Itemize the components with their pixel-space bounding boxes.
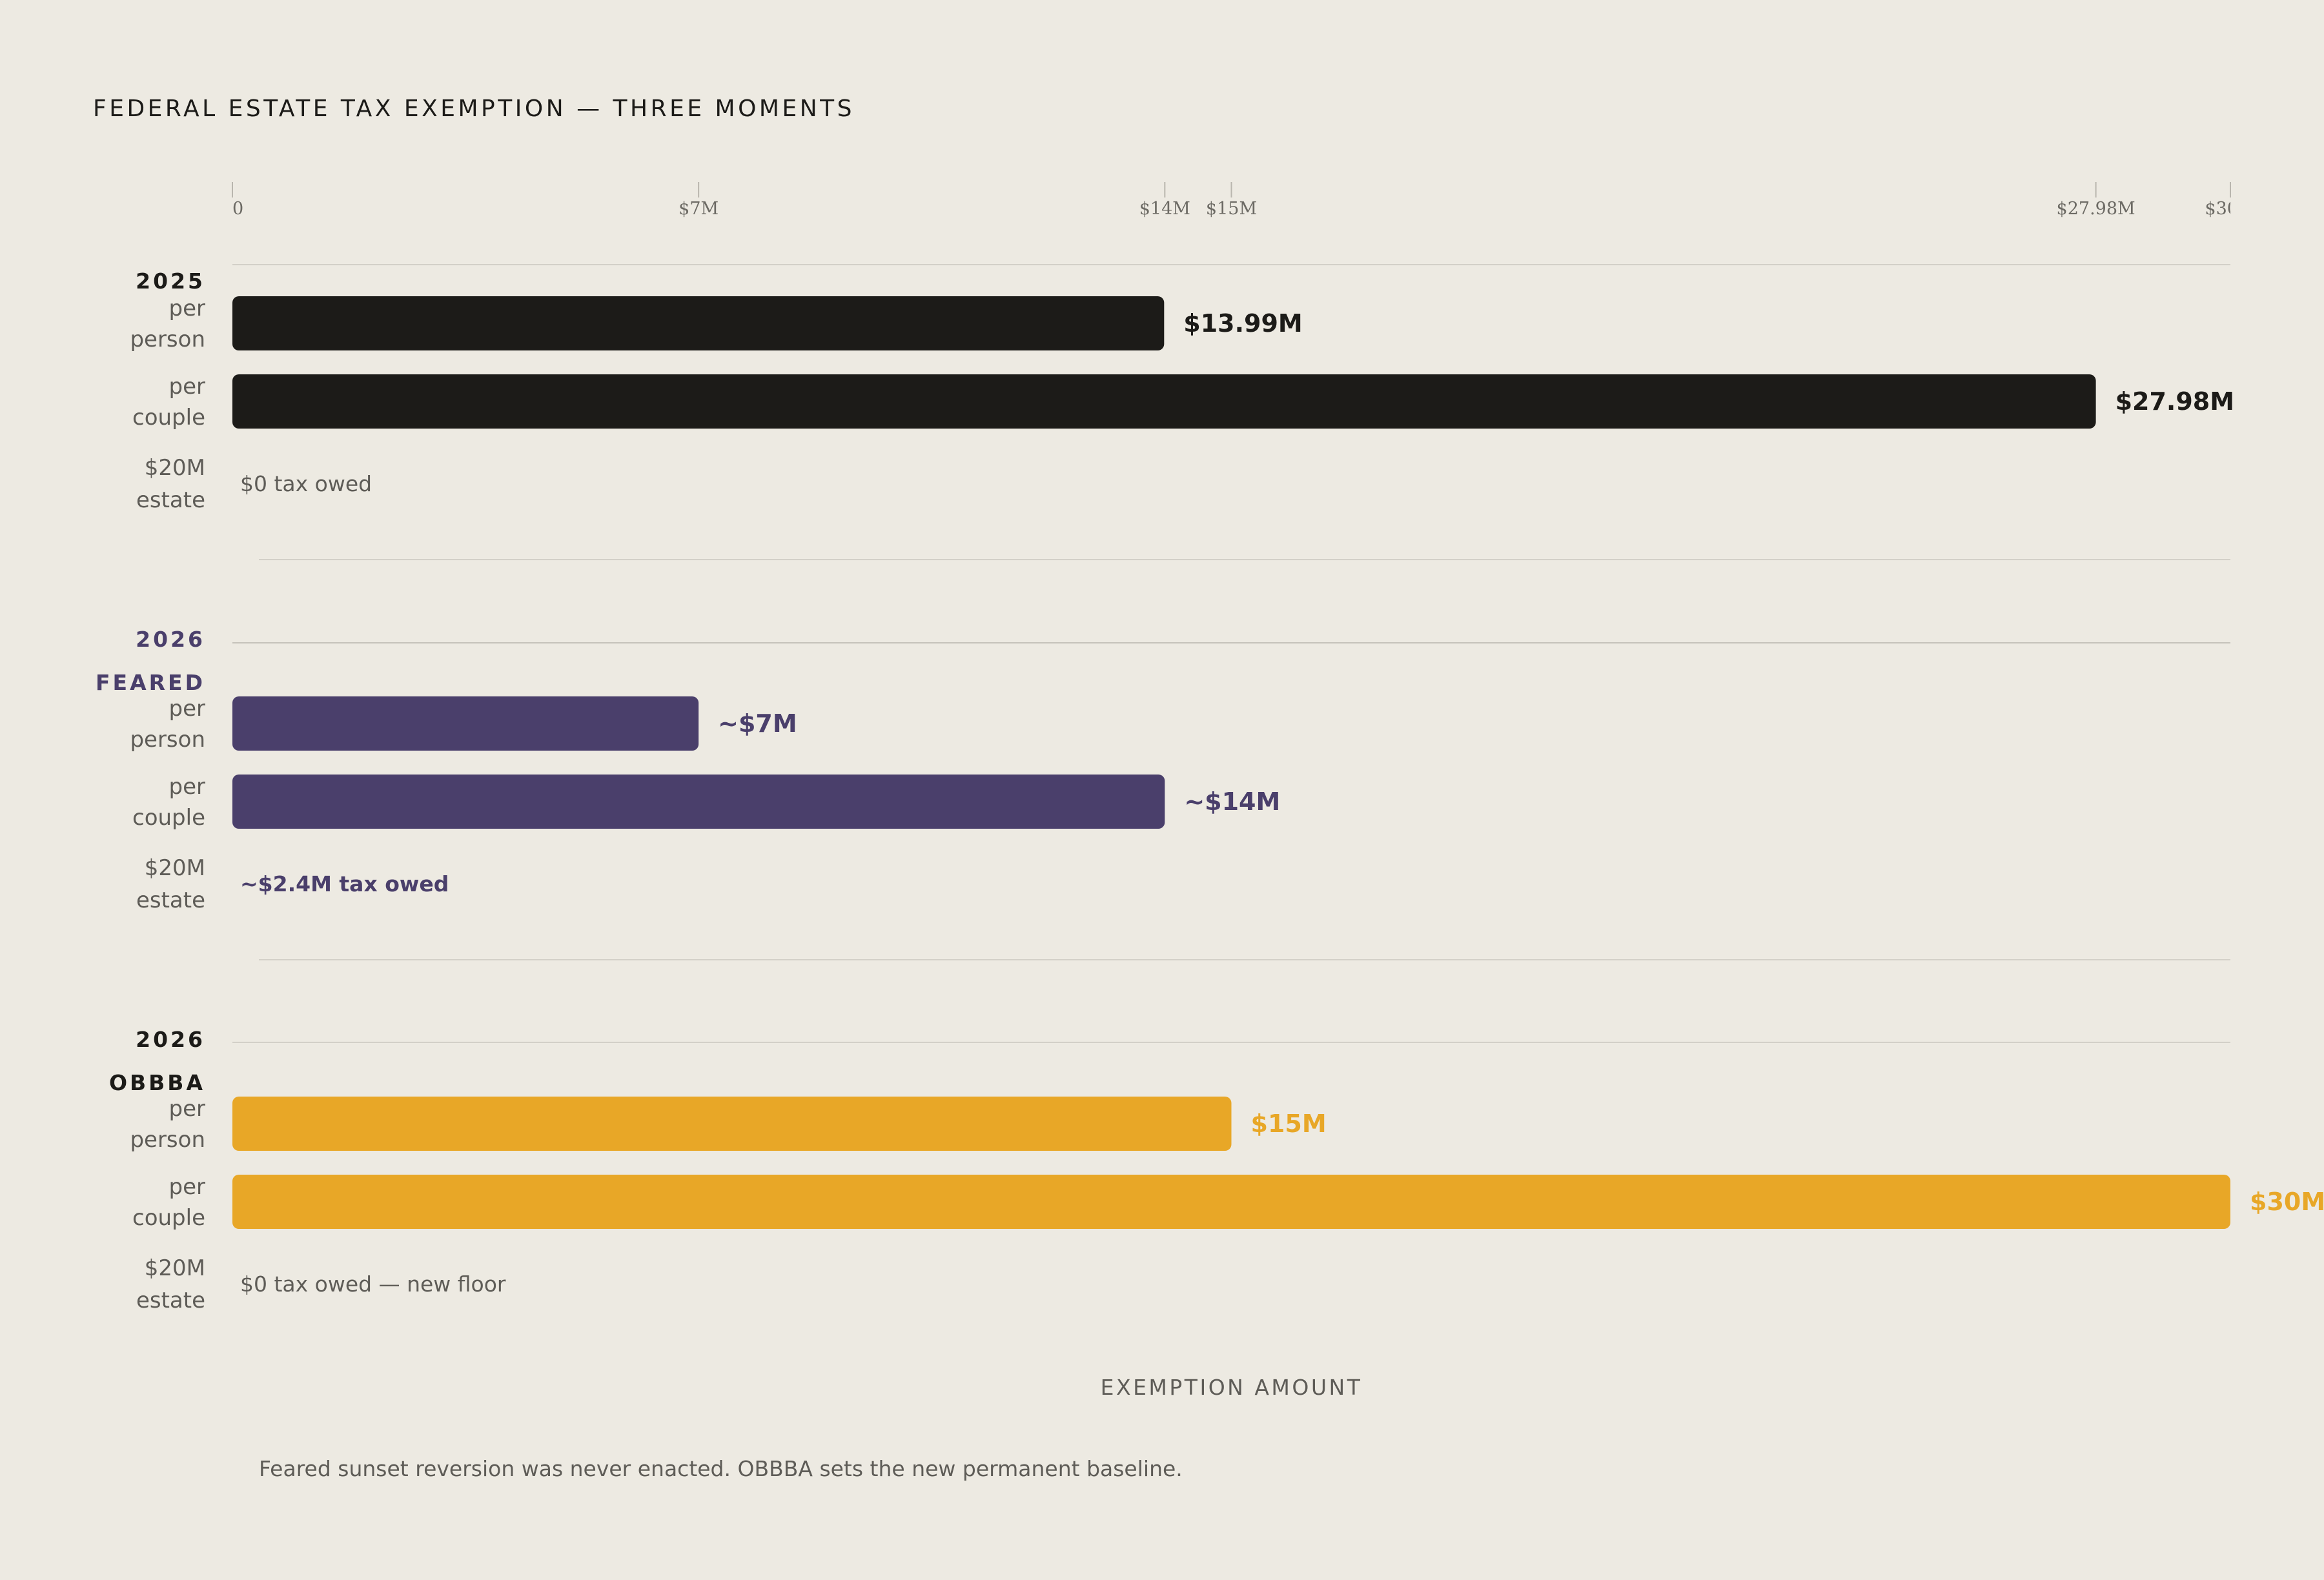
- bar-value-label: $27.98M: [2115, 387, 2234, 416]
- chart-title: FEDERAL ESTATE TAX EXEMPTION — THREE MOM…: [93, 96, 855, 122]
- bar-row-label: per: [169, 374, 206, 400]
- estate-row-label: estate: [136, 1288, 205, 1313]
- group-name-label: OBBBA: [109, 1070, 205, 1095]
- x-tick-label: $15M: [1206, 199, 1257, 219]
- bar: [232, 1175, 2230, 1229]
- tax-owed-note: $0 tax owed — new floor: [240, 1271, 506, 1297]
- x-axis: 0 $7M $14M $15M $27.98M $30M: [232, 182, 2256, 219]
- x-tick-label: 0: [232, 199, 243, 219]
- bar: [232, 775, 1165, 829]
- tax-owed-note: $0 tax owed: [240, 471, 372, 496]
- x-tick-label: $30M: [2205, 199, 2256, 219]
- chart-group: 2026FEAREDperperson~$7Mpercouple~$14M$20…: [96, 559, 2230, 913]
- estate-row-label: $20M: [145, 455, 205, 481]
- chart-group: 2025perperson$13.99Mpercouple$27.98M$20M…: [130, 264, 2234, 513]
- estate-row-label: $20M: [145, 1255, 205, 1281]
- bar-value-label: ~$14M: [1184, 787, 1280, 816]
- estate-row-label: estate: [136, 887, 205, 913]
- bar-row-label: person: [130, 1127, 205, 1153]
- bar: [232, 1097, 1232, 1151]
- x-axis-label: EXEMPTION AMOUNT: [1100, 1375, 1363, 1400]
- estate-row-label: estate: [136, 487, 205, 513]
- x-tick-label: $7M: [678, 199, 719, 219]
- group-name-label: 2025: [136, 268, 205, 294]
- chart-groups: 2025perperson$13.99Mpercouple$27.98M$20M…: [96, 264, 2324, 1313]
- bar-row-label: person: [130, 727, 205, 753]
- bar-row-label: couple: [132, 805, 205, 831]
- bar: [232, 374, 2096, 429]
- x-tick-label: $14M: [1139, 199, 1190, 219]
- group-name-label: 2026: [136, 1027, 205, 1052]
- group-name-label: FEARED: [96, 670, 205, 695]
- bar-row-label: per: [169, 696, 206, 722]
- bar-row-label: couple: [132, 405, 205, 430]
- bar-row-label: per: [169, 1096, 206, 1122]
- group-name-label: 2026: [136, 627, 205, 652]
- bar-row-label: per: [169, 774, 206, 800]
- bar: [232, 296, 1165, 350]
- footnote: Feared sunset reversion was never enacte…: [259, 1456, 1183, 1481]
- tax-owed-note: ~$2.4M tax owed: [240, 871, 449, 896]
- estate-row-label: $20M: [145, 855, 205, 881]
- bar: [232, 696, 699, 751]
- bar-value-label: $15M: [1251, 1109, 1327, 1138]
- bar-value-label: $13.99M: [1183, 309, 1302, 338]
- chart-group: 2026OBBBAperperson$15Mpercouple$30M$20Me…: [109, 959, 2324, 1313]
- bar-row-label: person: [130, 327, 205, 352]
- bar-value-label: ~$7M: [718, 709, 797, 738]
- bar-value-label: $30M: [2250, 1188, 2324, 1216]
- bar-row-label: per: [169, 296, 206, 321]
- bar-row-label: per: [169, 1174, 206, 1200]
- x-tick-label: $27.98M: [2057, 199, 2135, 219]
- bar-row-label: couple: [132, 1205, 205, 1231]
